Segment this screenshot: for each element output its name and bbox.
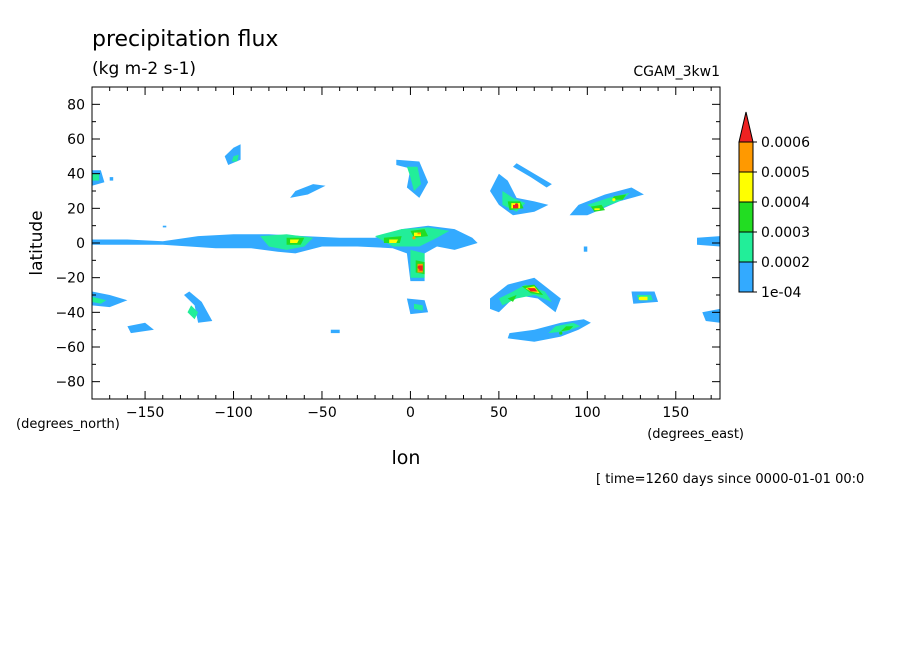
x-axis-label: lon <box>392 447 421 469</box>
feature-peak <box>293 239 298 243</box>
x-tick-label: 50 <box>490 405 508 421</box>
chart-subtitle: (kg m-2 s-1) <box>92 59 196 79</box>
colorbar-label: 0.0005 <box>761 165 810 181</box>
colorbar-label: 0.0003 <box>761 225 810 241</box>
feature-peak <box>391 239 395 243</box>
x-tick-label: −50 <box>307 405 337 421</box>
y-tick-label: −40 <box>55 305 85 321</box>
contour-region <box>92 173 100 181</box>
contour-region <box>507 319 591 342</box>
contour-region <box>640 296 648 301</box>
x-axis: −150 −100 −50 0 50 100 150 <box>109 87 712 421</box>
colorbar-label: 0.0004 <box>761 195 810 211</box>
contour-region <box>290 184 326 198</box>
contour-region <box>583 246 588 252</box>
colorbar-label: 0.0006 <box>761 135 810 151</box>
contour-region <box>560 326 574 332</box>
contour-region <box>224 144 241 165</box>
x-tick-label: 100 <box>574 405 601 421</box>
contour-region <box>702 308 720 323</box>
feature-peak <box>638 296 642 301</box>
contour-region <box>162 225 167 228</box>
colorbar: 1e-04 0.0002 0.0003 0.0004 0.0005 0.0006 <box>738 111 810 301</box>
y-tick-label: −80 <box>55 375 85 391</box>
y-tick-label: 60 <box>67 132 85 148</box>
feature-peak <box>514 203 519 207</box>
contour-region <box>548 322 581 334</box>
y-axis-label: latitude <box>27 210 47 275</box>
chart-title: precipitation flux <box>92 27 278 52</box>
feature-peak <box>532 288 536 292</box>
contour-region <box>513 163 552 188</box>
dataset-label: CGAM_3kw1 <box>633 64 720 80</box>
feature-peak <box>417 265 421 269</box>
y-tick-label: −60 <box>55 340 85 356</box>
colorbar-swatch <box>738 231 754 263</box>
contour-region <box>406 166 421 191</box>
x-tick-label: −100 <box>214 405 252 421</box>
colorbar-swatch <box>738 201 754 233</box>
colorbar-swatch <box>738 261 754 293</box>
contour-region <box>92 296 107 304</box>
feature-peak <box>612 198 616 202</box>
y-tick-label: 20 <box>67 201 85 217</box>
y-tick-label: 40 <box>67 167 85 183</box>
contour-region <box>697 236 720 247</box>
y-axis: 80 60 40 20 0 −20 −40 −60 −80 <box>55 86 720 400</box>
colorbar-label: 1e-04 <box>761 285 801 301</box>
contour-region <box>187 305 199 320</box>
colorbar-overflow-triangle <box>738 111 754 143</box>
x-tick-label: 0 <box>406 405 415 421</box>
time-label: [ time=1260 days since 0000-01-01 00:0 <box>596 472 864 487</box>
x-tick-label: −150 <box>126 405 164 421</box>
feature-peak <box>412 236 416 240</box>
y-tick-label: −20 <box>55 271 85 287</box>
contour-region <box>414 303 423 311</box>
contour-region <box>127 322 154 334</box>
contour-region <box>612 194 627 200</box>
feature-peak <box>559 331 563 335</box>
contour-region <box>417 232 421 235</box>
contour-region <box>330 329 340 334</box>
colorbar-swatch <box>738 141 754 173</box>
contour-region <box>594 208 600 211</box>
colorbar-swatch <box>738 171 754 203</box>
contour-region <box>184 291 213 323</box>
feature-peak <box>276 236 280 240</box>
x-tick-label: 150 <box>662 405 689 421</box>
y-units-label: (degrees_north) <box>16 417 120 432</box>
contour-region <box>109 177 114 181</box>
y-tick-label: 80 <box>67 97 85 113</box>
contour-region <box>507 295 517 302</box>
x-units-label: (degrees_east) <box>647 427 744 442</box>
colorbar-label: 0.0002 <box>761 255 810 271</box>
contour-region <box>231 154 239 162</box>
plot-data <box>92 144 720 342</box>
y-tick-label: 0 <box>76 236 85 252</box>
